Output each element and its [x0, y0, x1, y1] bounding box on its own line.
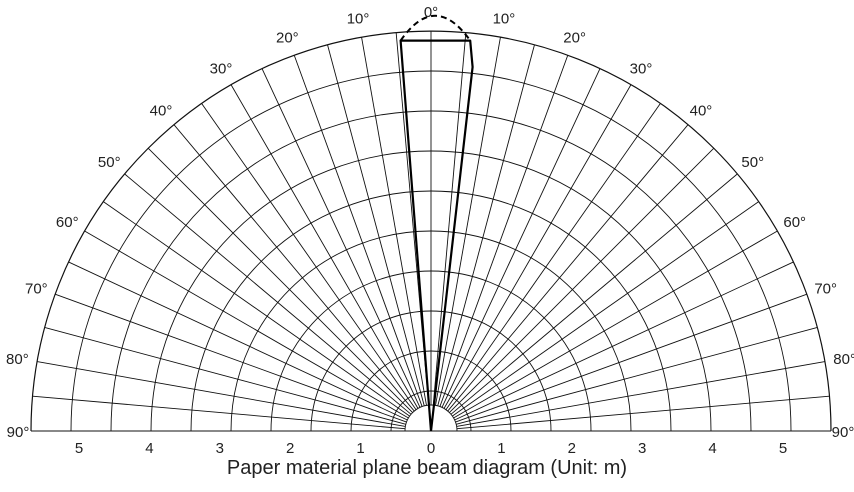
angle-label: 10°	[347, 10, 370, 27]
angle-label: 80°	[833, 351, 854, 368]
distance-label: 4	[145, 440, 153, 457]
angle-label: 90°	[832, 424, 854, 441]
angle-ray	[447, 124, 689, 412]
angle-ray	[443, 84, 632, 409]
angle-ray	[68, 261, 408, 421]
beam-outline	[399, 39, 474, 432]
angle-ray	[437, 44, 535, 407]
angle-ray	[455, 293, 808, 423]
distance-label: 2	[286, 440, 294, 457]
angle-ray	[327, 44, 425, 407]
beam-dashed-cap	[399, 15, 472, 42]
angle-ray	[36, 361, 406, 427]
angle-ray	[293, 54, 423, 407]
angle-ray	[432, 32, 467, 406]
angle-ray	[201, 103, 417, 410]
angle-ray	[456, 361, 826, 427]
distance-label: 4	[708, 440, 716, 457]
angle-label: 90°	[7, 424, 30, 441]
angle-label: 60°	[783, 214, 806, 231]
angle-ray	[173, 124, 415, 412]
angle-ray	[261, 68, 421, 408]
angle-label: 30°	[210, 60, 233, 77]
angle-ray	[439, 54, 569, 407]
angle-label: 50°	[98, 154, 121, 171]
polar-grid	[30, 30, 832, 432]
angle-ray	[452, 201, 759, 417]
distance-label: 3	[638, 440, 646, 457]
angle-ray	[453, 230, 778, 419]
diagram-caption: Paper material plane beam diagram (Unit:…	[226, 457, 628, 479]
angle-ray	[441, 68, 601, 408]
angle-label: 50°	[741, 154, 764, 171]
angle-ray	[456, 395, 830, 430]
angle-ray	[450, 173, 738, 415]
angle-label: 40°	[690, 102, 713, 119]
angle-ray	[445, 103, 661, 410]
distance-label: 0	[427, 440, 435, 457]
angle-ray	[455, 327, 818, 425]
angle-ray	[435, 36, 501, 406]
angle-ray	[230, 84, 419, 409]
angle-ray	[361, 36, 427, 406]
angle-ray	[449, 147, 715, 413]
angle-label: 80°	[6, 351, 29, 368]
angle-ray	[84, 230, 409, 419]
angle-ray	[54, 293, 407, 423]
distance-label: 5	[75, 440, 83, 457]
angle-label: 70°	[814, 280, 837, 297]
angle-ray	[32, 395, 406, 430]
beam-pattern	[399, 15, 474, 432]
angle-label: 0°	[424, 4, 438, 21]
distance-label: 3	[216, 440, 224, 457]
angle-ray	[147, 147, 413, 413]
angle-label: 30°	[630, 60, 653, 77]
distance-label: 5	[779, 440, 787, 457]
angle-ray	[44, 327, 407, 425]
distance-label: 2	[568, 440, 576, 457]
distance-label: 1	[497, 440, 505, 457]
angle-ray	[454, 261, 794, 421]
angle-ray	[103, 201, 410, 417]
angle-label: 40°	[150, 102, 173, 119]
angle-ray	[124, 173, 412, 415]
distance-label: 1	[356, 440, 364, 457]
angle-label: 10°	[493, 10, 516, 27]
angle-label: 70°	[25, 280, 48, 297]
angle-label: 60°	[56, 214, 79, 231]
axis-labels: 0° 10° 10° 20° 20° 30° 30° 40° 40° 50° 50° 60° 60° 70…	[6, 4, 854, 457]
angle-label: 20°	[563, 29, 586, 46]
angle-label: 20°	[276, 29, 299, 46]
